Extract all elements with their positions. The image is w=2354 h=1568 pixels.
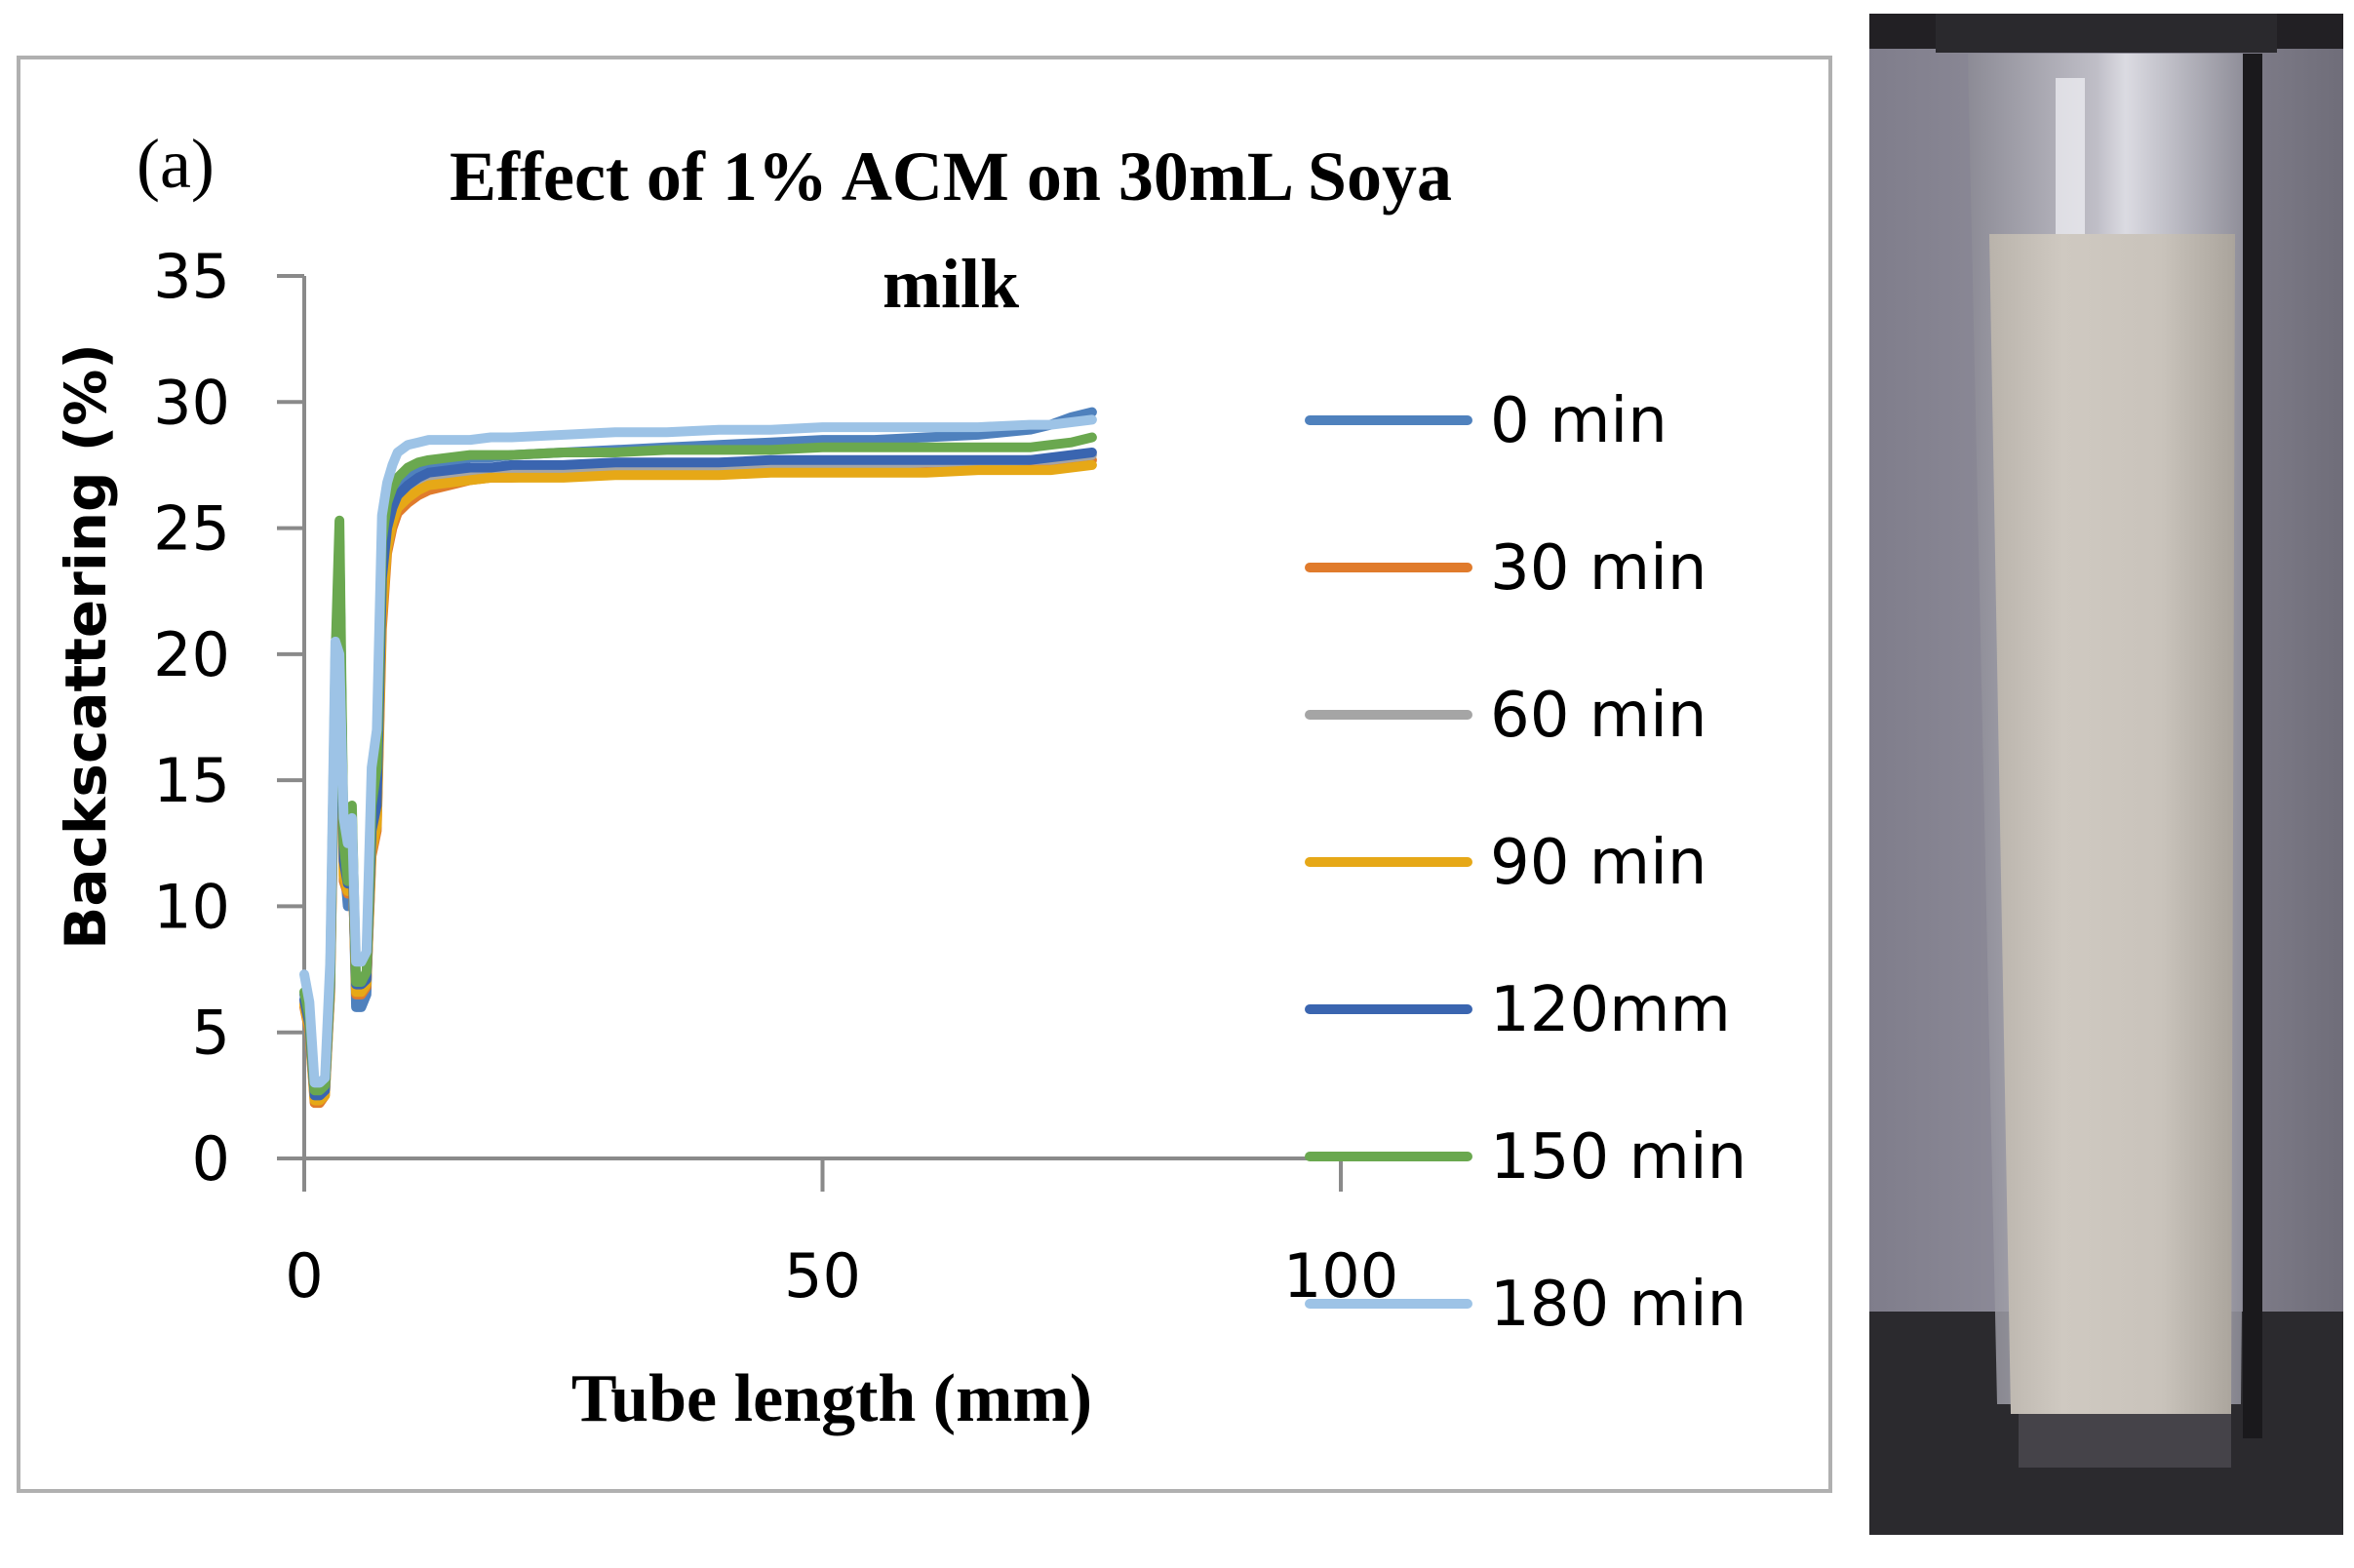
y-tick-label: 15	[153, 745, 230, 816]
series-line-6	[299, 414, 1097, 1088]
legend-entry-label: 0 min	[1490, 385, 1667, 457]
chart-title-line1: Effect of 1% ACM on 30mL Soya	[450, 137, 1452, 216]
y-axis-label: Backscattering (%)	[53, 343, 119, 950]
x-tick-label: 50	[784, 1240, 861, 1312]
y-tick-label: 25	[153, 493, 230, 565]
y-tick-label: 20	[153, 619, 230, 690]
legend-entry-label: 90 min	[1490, 827, 1707, 899]
chart-title-line2: milk	[883, 245, 1019, 323]
y-tick-label: 35	[153, 241, 230, 312]
y-tick-label: 5	[192, 998, 230, 1069]
y-tick-label: 0	[192, 1123, 230, 1195]
series-line-5	[299, 432, 1097, 1096]
legend-entry-label: 30 min	[1490, 532, 1707, 605]
legend-entry-label: 180 min	[1490, 1269, 1746, 1341]
legend-entry-label: 150 min	[1490, 1121, 1746, 1194]
y-tick-label: 10	[153, 871, 230, 942]
panel-label: (a)	[137, 125, 215, 203]
sample-tube-photo	[1869, 14, 2343, 1535]
legend-entry-label: 60 min	[1490, 680, 1707, 752]
legend-entry-label: 120mm	[1490, 974, 1731, 1046]
chart-frame	[17, 56, 1832, 1493]
y-tick-label: 30	[153, 367, 230, 438]
x-axis-label: Tube length (mm)	[571, 1361, 1092, 1436]
x-tick-label: 0	[285, 1240, 323, 1312]
legend: 0 min 30 min 60 min 90 min 120mm 150 min 180 m…	[1305, 385, 1746, 1341]
